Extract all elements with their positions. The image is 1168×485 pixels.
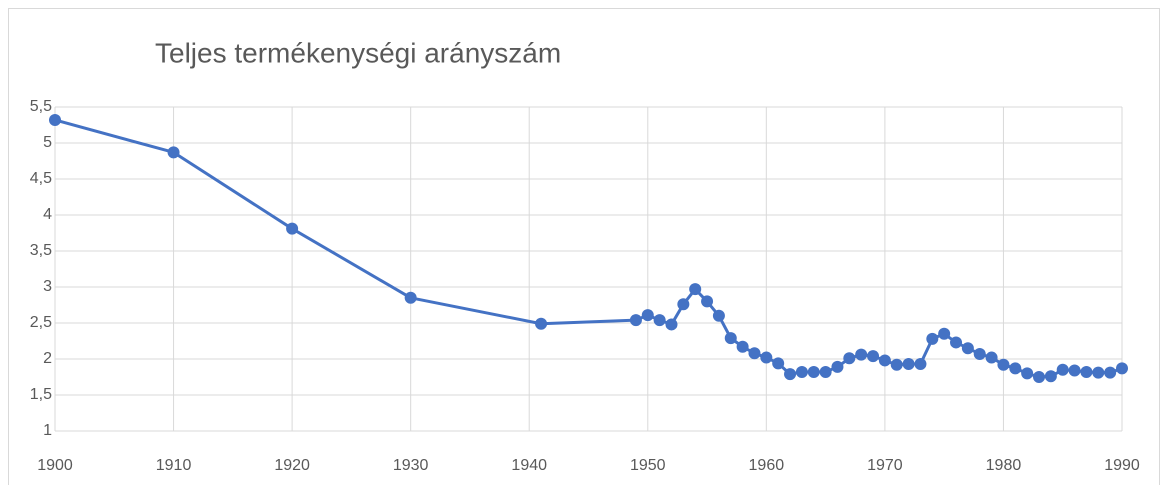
marker xyxy=(902,358,915,371)
marker xyxy=(286,222,299,235)
marker xyxy=(665,318,678,331)
y-tick-label: 5 xyxy=(43,134,52,151)
marker xyxy=(867,350,880,363)
y-tick-label: 4 xyxy=(43,206,52,223)
marker xyxy=(890,358,903,371)
x-tick-label: 1980 xyxy=(986,457,1022,474)
marker xyxy=(712,309,725,322)
marker xyxy=(855,348,868,361)
marker xyxy=(49,113,61,126)
marker xyxy=(914,358,927,371)
marker xyxy=(677,298,690,311)
x-tick-label: 1940 xyxy=(511,457,547,474)
x-tick-label: 1990 xyxy=(1104,457,1140,474)
y-tick-label: 2 xyxy=(43,350,52,367)
marker xyxy=(1104,366,1117,379)
y-tick-label: 4,5 xyxy=(30,170,52,187)
marker xyxy=(748,347,761,360)
marker xyxy=(961,342,974,355)
marker xyxy=(404,291,417,304)
marker xyxy=(1116,362,1128,375)
y-tick-label: 3,5 xyxy=(30,242,52,259)
marker xyxy=(926,332,939,345)
marker xyxy=(701,295,714,308)
marker xyxy=(1056,363,1069,376)
chart-title: Teljes termékenységi arányszám xyxy=(155,37,561,68)
x-tick-label: 1950 xyxy=(630,457,666,474)
y-tick-label: 2,5 xyxy=(30,314,52,331)
marker xyxy=(997,358,1010,371)
marker xyxy=(950,336,963,349)
y-tick-label: 3 xyxy=(43,278,52,295)
x-tick-label: 1920 xyxy=(274,457,310,474)
marker xyxy=(843,352,856,365)
marker xyxy=(653,314,666,327)
marker xyxy=(973,347,986,360)
marker xyxy=(878,354,891,367)
marker xyxy=(784,368,797,381)
marker xyxy=(1044,370,1057,383)
marker xyxy=(938,327,951,340)
x-tick-label: 1930 xyxy=(393,457,429,474)
marker xyxy=(819,365,832,378)
marker xyxy=(1033,371,1046,383)
marker xyxy=(1009,362,1022,375)
marker xyxy=(641,309,654,322)
marker xyxy=(985,351,998,364)
marker xyxy=(736,340,749,353)
marker xyxy=(1092,366,1105,379)
y-tick-label: 1 xyxy=(43,422,52,439)
marker xyxy=(689,283,702,296)
x-tick-label: 1960 xyxy=(749,457,785,474)
x-tick-label: 1910 xyxy=(156,457,192,474)
marker xyxy=(167,146,180,159)
chart-frame xyxy=(8,8,1160,485)
marker xyxy=(1080,365,1093,378)
marker xyxy=(1068,364,1081,377)
marker xyxy=(795,365,808,378)
marker xyxy=(760,351,773,364)
marker xyxy=(629,314,642,327)
marker xyxy=(724,332,737,345)
y-tick-label: 1,5 xyxy=(30,386,52,403)
marker xyxy=(535,317,548,330)
marker xyxy=(807,365,820,378)
x-tick-label: 1900 xyxy=(37,457,73,474)
marker xyxy=(1021,367,1034,380)
marker xyxy=(772,357,785,370)
x-tick-label: 1970 xyxy=(867,457,903,474)
marker xyxy=(831,360,844,373)
y-tick-label: 5,5 xyxy=(30,98,52,115)
